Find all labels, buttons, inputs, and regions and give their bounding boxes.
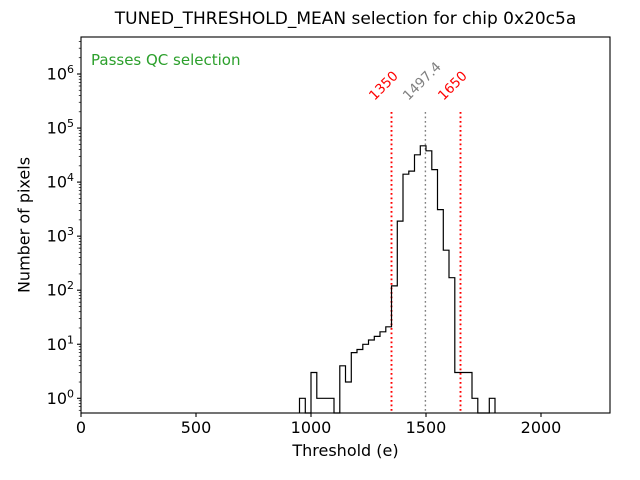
y-tick-label: 103	[47, 225, 74, 246]
x-axis-title: Threshold (e)	[292, 441, 399, 460]
vline-label-1350: 1350	[366, 68, 402, 104]
x-tick-label: 1000	[291, 418, 332, 437]
y-tick-label: 104	[47, 171, 74, 192]
qc-status-text: Passes QC selection	[91, 51, 241, 69]
plot-border	[80, 36, 611, 414]
vline-label-1497.4: 1497.4	[400, 59, 445, 104]
y-tick-label: 101	[47, 333, 74, 354]
chart-title: TUNED_THRESHOLD_MEAN selection for chip …	[114, 9, 577, 29]
y-tick-label: 105	[47, 117, 74, 138]
y-axis-title: Number of pixels	[14, 156, 34, 294]
x-tick-label: 500	[181, 418, 212, 437]
x-tick-label: 2000	[521, 418, 562, 437]
y-tick-label: 100	[47, 387, 74, 408]
y-tick-label: 106	[47, 63, 74, 84]
x-tick-label: 1500	[406, 418, 447, 437]
x-tick-label: 0	[76, 418, 86, 437]
y-tick-label: 102	[47, 279, 74, 300]
histogram-step-line	[298, 145, 496, 414]
